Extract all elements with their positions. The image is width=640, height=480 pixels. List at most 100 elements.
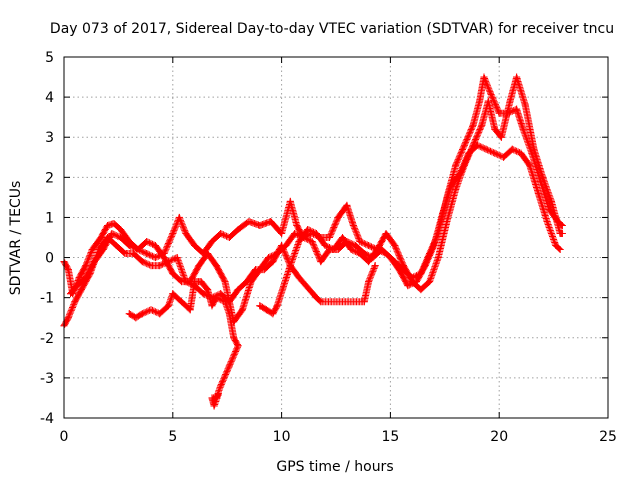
data-point — [125, 242, 133, 250]
data-point — [212, 262, 220, 270]
data-point — [210, 402, 218, 410]
data-point — [117, 225, 125, 233]
data-point — [138, 258, 146, 266]
data-point — [497, 133, 505, 141]
data-point — [225, 234, 233, 241]
data-point — [160, 254, 168, 262]
data-point — [360, 298, 368, 306]
data-point — [256, 266, 264, 274]
series-trace-5 — [256, 262, 379, 318]
data-point — [256, 302, 264, 310]
data-point — [371, 262, 379, 270]
data-point — [513, 73, 521, 81]
data-point — [365, 278, 373, 286]
data-point — [147, 262, 155, 270]
data-point — [208, 302, 216, 310]
data-point — [343, 238, 351, 246]
data-point — [325, 234, 333, 241]
data-point — [452, 161, 460, 169]
data-point — [476, 97, 484, 105]
y-tick-label: -1 — [40, 291, 54, 307]
data-point — [256, 221, 264, 229]
y-tick-label: 3 — [45, 130, 54, 146]
data-point — [413, 278, 421, 286]
y-tick-label: 0 — [45, 251, 54, 267]
data-point — [169, 290, 177, 298]
data-point — [132, 314, 140, 322]
data-point — [286, 197, 294, 205]
data-point — [291, 229, 299, 237]
x-tick-label: 25 — [599, 429, 617, 445]
data-point — [312, 294, 320, 302]
data-point — [547, 197, 555, 205]
data-point — [71, 298, 79, 306]
data-point — [299, 234, 307, 241]
data-point — [404, 282, 412, 290]
data-point — [134, 246, 142, 254]
axis-ticks: 0 5 10 15 20 25 -4 -3 -2 -1 0 1 2 3 4 5 — [40, 50, 617, 445]
y-tick-label: -4 — [40, 411, 54, 427]
data-point — [399, 262, 407, 270]
data-point — [426, 278, 434, 286]
data-point — [169, 229, 177, 237]
data-point — [225, 362, 233, 370]
data-point — [151, 242, 159, 250]
data-point — [482, 145, 490, 153]
data-point — [267, 217, 275, 225]
data-point — [469, 121, 477, 129]
data-point — [230, 334, 238, 342]
data-series — [60, 73, 566, 410]
data-point — [121, 250, 129, 258]
data-point — [221, 298, 229, 306]
data-point — [391, 242, 399, 250]
data-point — [395, 266, 403, 274]
data-point — [456, 169, 464, 177]
x-tick-label: 20 — [490, 429, 508, 445]
series-trace-4 — [125, 278, 242, 410]
data-point — [191, 242, 199, 250]
series-trace-3 — [67, 141, 564, 326]
data-point — [110, 219, 118, 227]
data-point — [97, 234, 105, 241]
data-point — [439, 209, 447, 217]
data-point — [273, 250, 281, 258]
data-point — [164, 302, 172, 310]
y-tick-label: 4 — [45, 90, 54, 106]
data-point — [112, 242, 120, 250]
data-point — [262, 306, 270, 314]
y-tick-label: -3 — [40, 371, 54, 387]
data-point — [480, 73, 488, 81]
data-point — [169, 270, 177, 278]
data-point — [64, 266, 72, 274]
data-point — [473, 141, 481, 149]
data-point — [530, 145, 538, 153]
data-point — [321, 242, 329, 250]
data-point — [138, 310, 146, 318]
data-point — [147, 306, 155, 314]
data-point — [278, 229, 286, 237]
data-point — [486, 89, 494, 97]
data-point — [293, 221, 301, 229]
y-tick-label: -2 — [40, 331, 54, 347]
plot-frame — [63, 56, 609, 419]
y-tick-label: 2 — [45, 170, 54, 186]
data-point — [130, 250, 138, 258]
x-axis-label: GPS time / hours — [276, 459, 393, 475]
data-point — [273, 302, 281, 310]
data-point — [73, 282, 81, 290]
data-point — [308, 238, 316, 246]
data-point — [286, 262, 294, 270]
data-point — [312, 229, 320, 237]
data-point — [526, 161, 534, 169]
data-point — [295, 238, 303, 246]
data-point — [539, 173, 547, 181]
data-point — [175, 213, 183, 221]
data-point — [491, 125, 499, 133]
x-tick-label: 10 — [273, 429, 291, 445]
data-point — [317, 258, 325, 266]
data-point — [64, 314, 72, 322]
data-point — [447, 181, 455, 189]
data-point — [269, 310, 277, 318]
data-point — [339, 234, 347, 241]
data-point — [282, 242, 290, 250]
